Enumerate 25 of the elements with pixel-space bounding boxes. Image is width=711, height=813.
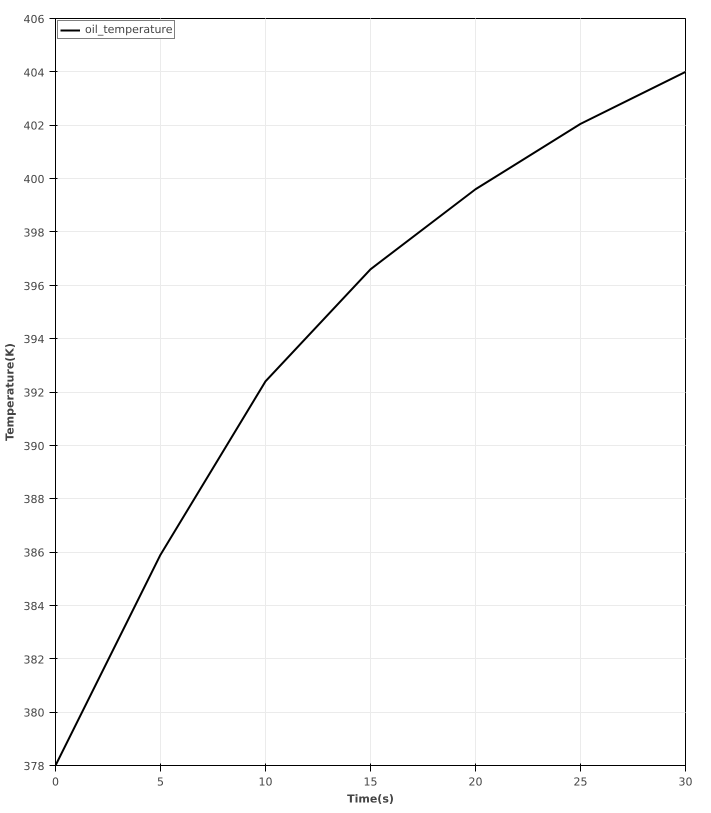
- y-tick-label: 398: [24, 226, 45, 240]
- y-tick-label: 394: [24, 333, 45, 346]
- x-axis-title: Time(s): [347, 792, 394, 806]
- y-tick-label: 402: [24, 120, 45, 133]
- y-tick-label: 386: [24, 546, 45, 560]
- legend-label: oil_temperature: [85, 23, 172, 36]
- x-tick-label: 25: [574, 776, 588, 788]
- x-tick-label: 20: [468, 776, 482, 788]
- x-tick-label: 5: [157, 776, 164, 788]
- y-tick-label: 380: [24, 706, 45, 720]
- y-tick-label: 400: [24, 173, 45, 186]
- y-tick-label: 396: [24, 280, 45, 293]
- y-tick-label: 378: [24, 760, 45, 773]
- y-tick-label: 392: [24, 386, 45, 400]
- y-tick-label: 388: [24, 493, 45, 506]
- y-axis-title: Temperature(K): [4, 343, 17, 441]
- x-tick-label: 30: [678, 776, 692, 788]
- y-tick-label: 382: [24, 653, 45, 666]
- x-tick-label: 15: [364, 776, 378, 788]
- x-tick-label: 0: [52, 776, 59, 788]
- y-tick-label: 384: [24, 600, 45, 613]
- y-tick-label: 390: [24, 440, 45, 453]
- y-tick-label: 406: [24, 13, 45, 26]
- x-tick-label: 10: [258, 776, 272, 788]
- y-tick-label: 404: [24, 66, 45, 80]
